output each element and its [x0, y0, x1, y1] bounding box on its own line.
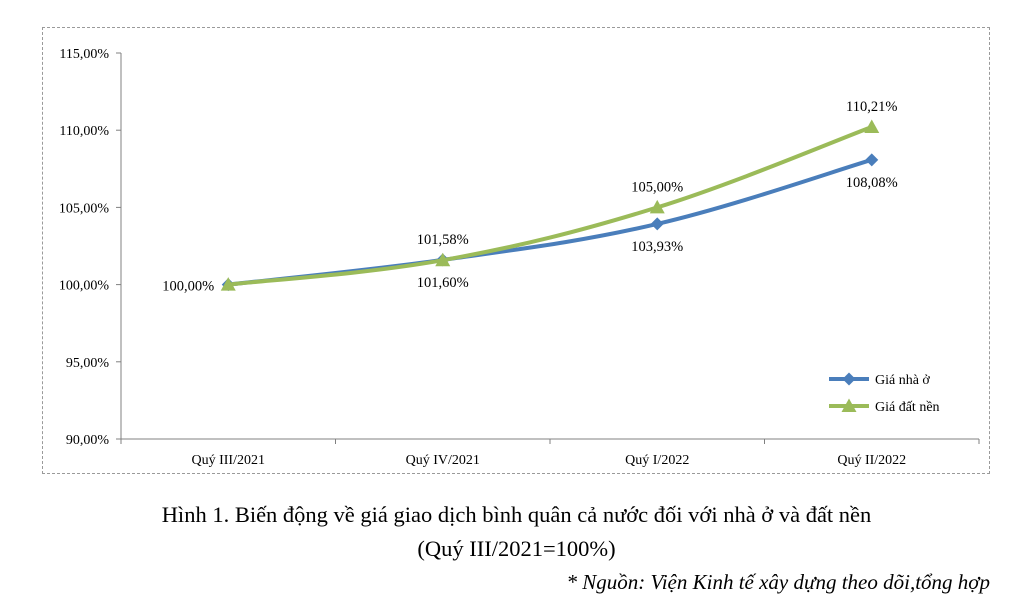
legend-marker	[841, 398, 857, 412]
y-tick-label: 110,00%	[59, 124, 109, 139]
x-tick-label: Quý III/2021	[192, 453, 266, 468]
y-tick-label: 90,00%	[66, 433, 110, 448]
chart-frame	[42, 27, 990, 474]
figure-caption: Hình 1. Biến động về giá giao dịch bình …	[0, 498, 1033, 566]
chart-axes: 90,00% 95,00% 100,00% 105,00% 110,00% 115,00%…	[59, 47, 980, 468]
x-tick-label: Quý II/2022	[837, 453, 906, 468]
series-1-point	[865, 153, 879, 167]
series-2-point	[649, 199, 665, 214]
legend-label: Giá đất nền	[875, 400, 940, 415]
chart-lines	[220, 119, 880, 292]
series-line-1	[226, 157, 874, 287]
data-label: 100,00%	[162, 279, 214, 295]
x-tick-label: Quý IV/2021	[406, 453, 480, 468]
chart-data-labels: 101,60% 103,93% 108,08% 100,00% 101,58% 105,0…	[162, 99, 897, 295]
x-tick-label: Quý I/2022	[625, 453, 689, 468]
data-label: 110,21%	[846, 99, 897, 115]
y-tick-label: 115,00%	[59, 47, 109, 62]
data-label: 103,93%	[631, 239, 683, 255]
source-note: * Nguồn: Viện Kinh tế xây dựng theo dõi,…	[566, 570, 990, 594]
y-tick-label: 100,00%	[59, 279, 110, 294]
legend-label: Giá nhà ở	[875, 373, 930, 388]
caption-line-1: Hình 1. Biến động về giá giao dịch bình …	[161, 502, 872, 527]
series-2-point	[435, 252, 451, 267]
data-label: 101,58%	[417, 232, 469, 248]
y-tick-label: 95,00%	[66, 356, 110, 371]
legend-marker	[842, 372, 856, 386]
series-2-point	[864, 119, 880, 133]
data-label: 101,60%	[417, 275, 469, 291]
data-label: 108,08%	[846, 175, 898, 191]
series-line-2	[226, 124, 874, 287]
caption-line-2: (Quý III/2021=100%)	[417, 536, 616, 561]
chart-legend: Giá nhà ở Giá đất nền	[829, 372, 940, 415]
series-2-point	[220, 277, 236, 291]
series-1-point	[650, 217, 664, 231]
y-tick-label: 105,00%	[59, 201, 110, 216]
line-chart: 90,00% 95,00% 100,00% 105,00% 110,00% 115,00%…	[59, 47, 980, 468]
data-label: 105,00%	[631, 179, 683, 195]
